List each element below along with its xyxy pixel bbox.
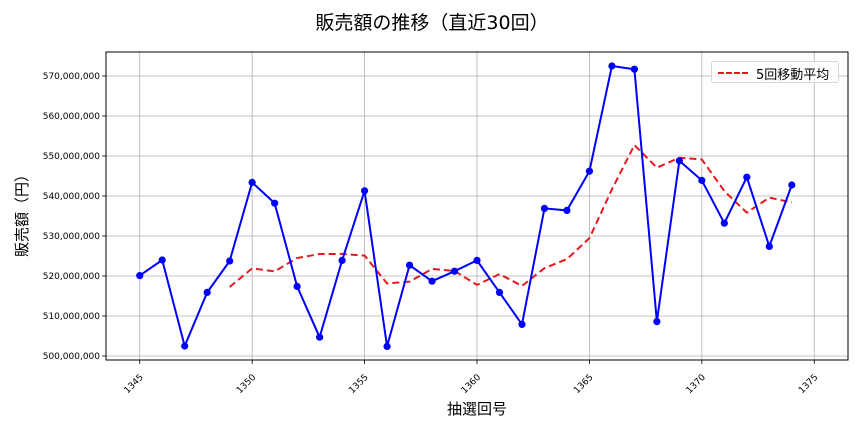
y-tick-label: 550,000,000 [43, 152, 101, 162]
data-point-marker [293, 282, 301, 290]
y-tick-label: 510,000,000 [43, 312, 101, 322]
data-point-marker [608, 62, 616, 70]
data-point-marker [788, 181, 796, 189]
data-point-marker [405, 261, 414, 269]
data-point-marker [518, 320, 526, 328]
data-point-marker [450, 267, 459, 275]
y-tick-label: 540,000,000 [43, 192, 101, 202]
grid-lines [106, 52, 848, 360]
x-tick-label: 1345 [123, 373, 146, 396]
x-tick-label: 1355 [347, 373, 370, 396]
data-point-marker [720, 219, 728, 227]
data-point-marker [765, 242, 773, 250]
data-point-marker [540, 204, 549, 212]
data-point-marker [585, 167, 594, 175]
y-tick-label: 530,000,000 [43, 232, 101, 242]
x-axis-label: 抽選回号 [447, 400, 507, 418]
legend-label: 5回移動平均 [756, 68, 830, 83]
x-tick-label: 1365 [572, 373, 595, 396]
x-tick-label: 1370 [685, 373, 708, 396]
data-point-marker [181, 342, 189, 350]
x-tick-label: 1375 [797, 373, 820, 396]
y-tick-label: 520,000,000 [43, 272, 101, 282]
data-point-marker [203, 288, 211, 296]
y-tick-label: 560,000,000 [43, 112, 101, 122]
sales-series [136, 62, 796, 350]
data-point-marker [675, 157, 683, 165]
data-point-marker [630, 65, 638, 73]
data-point-marker [136, 272, 144, 280]
data-point-marker [563, 206, 571, 214]
data-point-marker [473, 256, 481, 264]
data-point-marker [383, 342, 391, 350]
moving-average-series [229, 143, 792, 288]
y-tick-label: 570,000,000 [43, 72, 101, 82]
y-axis-ticks: 500,000,000 510,000,000 520,000,000 530,000… [43, 72, 106, 362]
data-point-marker [743, 173, 751, 181]
data-point-marker [248, 178, 256, 186]
data-point-marker [271, 199, 279, 207]
data-point-marker [653, 318, 661, 326]
legend-dashed-line-icon [718, 72, 748, 74]
x-tick-label: 1360 [460, 373, 483, 396]
data-point-marker [360, 187, 369, 195]
data-point-marker [338, 256, 346, 264]
data-point-marker [226, 257, 234, 265]
x-tick-label: 1350 [235, 373, 258, 396]
chart-title: 販売額の推移（直近30回） [315, 12, 549, 34]
y-axis-label: 販売額（円） [13, 167, 31, 257]
data-point-marker [698, 176, 706, 184]
legend: 5回移動平均 [711, 61, 839, 83]
y-tick-label: 500,000,000 [43, 352, 101, 362]
data-point-marker [158, 256, 166, 264]
data-point-marker [316, 333, 324, 341]
data-point-marker [495, 288, 504, 296]
x-axis-ticks: 1345 1350 1355 1360 1365 1370 1375 [123, 360, 820, 396]
data-point-marker [428, 277, 436, 285]
